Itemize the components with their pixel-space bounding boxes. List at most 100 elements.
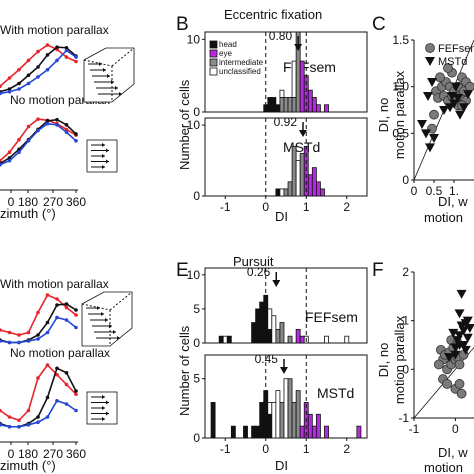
left-top-panel0-point-red [64,55,69,59]
hist-xtick-label: -1 [220,442,231,456]
left-bottom-panel1-point-red [0,408,2,413]
left-bottom-panel0-point-red [36,310,40,315]
left-bottom-panel1-point-blue [64,402,69,406]
hist-bar-unclassified [295,160,301,197]
left-top-xlabel: zimuth (°) [0,206,56,221]
scatter-point-mstd [423,92,433,101]
hist-bar-unclassified [271,315,277,344]
stim-bottom-depth-arrow-head [117,336,120,340]
hist-bar-eye [320,188,325,197]
stim-bottom-depth-arrow-head [105,318,108,322]
left-bottom-xtick-label: 270 [43,447,63,461]
left-top-panel1-point-black [64,123,69,127]
hist-e-xlabel: DI [275,458,288,473]
hist-bar-intermediate [299,153,305,197]
left-bottom-panel0-point-blue [45,330,50,335]
scatter-point-mstd [462,333,473,343]
stim-top-depth-arrow-head [115,86,118,90]
hist-ytick-label: 0 [193,189,200,203]
median-arrow-head [299,130,308,137]
scatter-point-mstd [455,110,465,120]
left-top-panel0-point-red [74,59,78,64]
left-bottom-title: With motion parallax [0,277,109,291]
scatter-point-fefsem [443,63,453,73]
hist-bar-eye [311,97,317,113]
left-top-panel0-point-blue [26,81,31,86]
left-top-panel0-point-red [45,43,50,47]
legend-label-intermediate: intermediate [219,58,264,67]
left-bottom-panel0-point-red [74,313,78,317]
left-top-xtick-label: 0 [8,195,15,209]
hist-bar-eye [315,181,321,197]
hist-bar-head [210,402,216,439]
left-top-panel0-point-red [7,76,12,80]
hist-e-area-fef: FEFsem [305,309,358,325]
scatter-ytick-label: 1.0 [392,80,409,94]
left-top-panel1-point-red [17,137,21,142]
hist-bar-unclassified [222,335,228,344]
hist-bar-intermediate [291,145,297,197]
median-label: 0.45 [255,352,279,366]
left-bottom-panel1-point-red [7,415,12,419]
hist-xtick-label: 2 [343,200,350,214]
scatter-point-mstd [458,341,469,350]
median-arrow-head [294,44,303,51]
hist-bar-head [259,301,265,344]
left-bottom-panel1-point-red [64,382,69,387]
left-top-panel0-point-red [0,84,2,89]
scatter-xtick-label: 0 [452,422,459,436]
hist-bar-eye [356,425,362,439]
left-bottom-panel1-point-black [74,389,78,393]
hist-bar-intermediate [279,322,285,344]
scatter-point-fefsem [433,359,444,370]
hist-ytick-label: 10 [187,32,201,46]
left-top-panel1-point-blue [0,162,2,167]
scatter-point-fefsem [435,72,445,83]
left-top-panel1-point-blue [26,139,31,143]
hist-ytick-label: 10 [187,118,201,132]
scatter-ytick-label: 2 [402,265,409,279]
left-bottom-panel0-line-red [0,293,77,336]
hist-ytick-label: 10 [187,268,201,282]
legend-marker-mstd [425,57,435,66]
hist-bar-head [275,104,281,113]
legend-label-unclassified: unclassified [219,67,261,76]
stim-top-depth-arrow-head [99,62,102,66]
panel-label-f: F [372,260,384,281]
left-top-panel0-point-red [36,49,40,54]
left-bottom-panel1-point-red [55,372,59,377]
hist-bar-unclassified [283,378,289,439]
left-bottom-panel1-point-black [64,371,69,375]
scatter-point-mstd [445,103,455,113]
stim-top-flat-arrow-head [102,154,105,158]
hist-ytick-label: 0 [193,336,200,350]
stim-bottom-flat-arrow-head [102,406,105,410]
left-top-panel1-point-black [74,132,78,136]
scatter-point-mstd [448,328,459,338]
scatter-point-fefsem [454,359,465,370]
hist-bar-head [259,402,265,439]
hist-b-xlabel: DI [275,209,288,224]
left-top-panel0-point-black [7,87,12,91]
left-top-panel0-point-blue [36,75,40,79]
scatter-point-mstd [439,106,449,115]
scatter-c-xlabel-2: motion [424,210,463,225]
left-bottom-panel1-point-black [36,415,40,419]
left-bottom-panel1-point-red [36,376,40,380]
stim-top-depth-arrow-head [103,68,106,72]
hist-e-title: Pursuit [233,254,274,269]
scatter-f-xlabel-2: motion [424,460,463,474]
hist-bar-head [226,335,232,344]
hist-bar-head [251,322,257,344]
scatter-ytick-label: 1 [402,314,409,328]
hist-bar-eye [311,167,317,197]
legend-label-head: head [219,40,237,49]
left-top-panel0-point-blue [0,91,2,96]
hist-bar-intermediate [287,181,293,197]
hist-bar-unclassified [267,308,273,330]
legend-swatch-unclassified [209,67,218,76]
hist-bar-eye [299,60,305,113]
left-top-panel1-line-black [0,118,77,165]
left-bottom-panel1-line-red [0,363,77,422]
stim-bottom-flat-arrow-head [102,417,105,421]
